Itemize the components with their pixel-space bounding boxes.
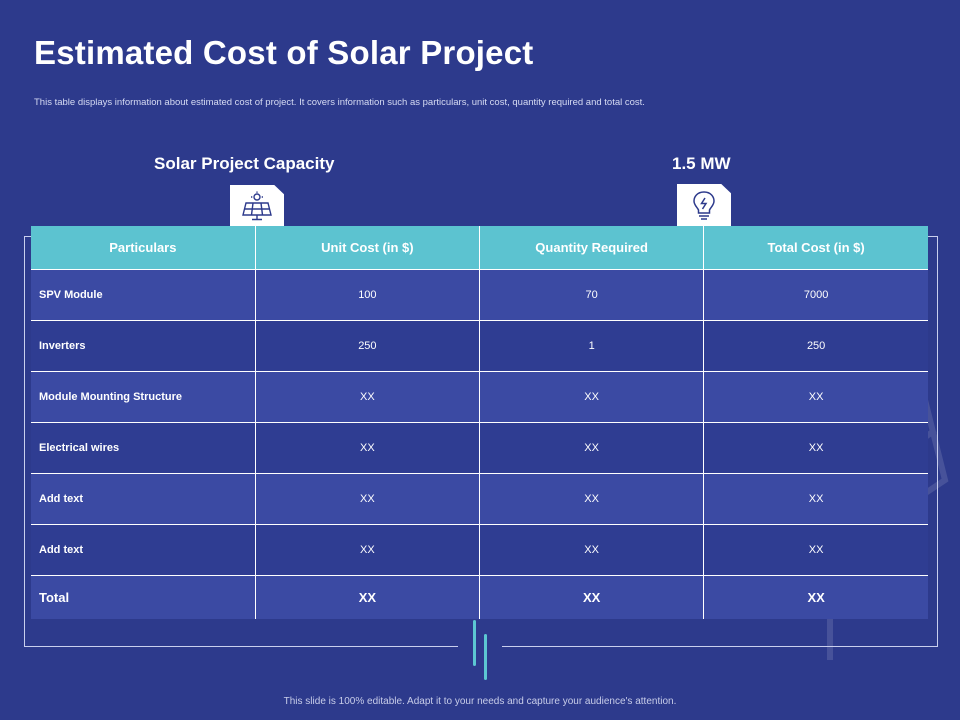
cell-total-cost: 7000: [703, 268, 928, 320]
decorative-bar-left: [473, 620, 476, 666]
decorative-bar-right: [484, 634, 487, 680]
table-row: Inverters 250 1 250: [31, 319, 928, 371]
cell-total-unit-cost: XX: [255, 574, 481, 619]
cell-total-cost: XX: [703, 523, 928, 575]
cell-unit-cost: XX: [255, 472, 481, 524]
solar-panel-icon-tab: [230, 185, 284, 227]
table-row: SPV Module 100 70 7000: [31, 268, 928, 320]
header-quantity: Quantity Required: [479, 226, 705, 269]
cell-unit-cost: XX: [255, 523, 481, 575]
header-unit-cost: Unit Cost (in $): [255, 226, 481, 269]
cell-quantity: 1: [479, 319, 705, 371]
cell-total-cost: XX: [703, 472, 928, 524]
page-title: Estimated Cost of Solar Project: [34, 34, 534, 71]
cell-total-label: Total: [31, 574, 256, 619]
cell-total-quantity: XX: [479, 574, 705, 619]
light-bulb-icon-tab: [677, 184, 731, 226]
table-row: Add text XX XX XX: [31, 523, 928, 575]
solar-panel-icon: [242, 191, 272, 221]
cell-total-cost: XX: [703, 370, 928, 422]
table-row: Electrical wires XX XX XX: [31, 421, 928, 473]
cell-unit-cost: XX: [255, 421, 481, 473]
footer-note: This slide is 100% editable. Adapt it to…: [283, 696, 677, 707]
header-particulars: Particulars: [31, 226, 256, 269]
cell-quantity: XX: [479, 523, 705, 575]
cell-particular: Inverters: [31, 319, 256, 371]
capacity-label: Solar Project Capacity: [154, 154, 335, 173]
page-subtitle: This table displays information about es…: [34, 97, 645, 108]
cell-quantity: XX: [479, 472, 705, 524]
table-row: Module Mounting Structure XX XX XX: [31, 370, 928, 422]
cell-quantity: XX: [479, 370, 705, 422]
capacity-value: 1.5 MW: [672, 154, 731, 173]
cell-quantity: 70: [479, 268, 705, 320]
cell-particular: Electrical wires: [31, 421, 256, 473]
cell-unit-cost: 250: [255, 319, 481, 371]
cell-particular: Module Mounting Structure: [31, 370, 256, 422]
cell-particular: Add text: [31, 523, 256, 575]
cell-particular: Add text: [31, 472, 256, 524]
light-bulb-icon: [693, 191, 715, 220]
cell-total-total-cost: XX: [703, 574, 928, 619]
header-total-cost: Total Cost (in $): [703, 226, 928, 269]
table-row: Add text XX XX XX: [31, 472, 928, 524]
cost-table: Particulars Unit Cost (in $) Quantity Re…: [31, 226, 928, 619]
cell-quantity: XX: [479, 421, 705, 473]
cell-total-cost: 250: [703, 319, 928, 371]
cell-particular: SPV Module: [31, 268, 256, 320]
table-total-row: Total XX XX XX: [31, 574, 928, 619]
cell-unit-cost: XX: [255, 370, 481, 422]
cell-unit-cost: 100: [255, 268, 481, 320]
cell-total-cost: XX: [703, 421, 928, 473]
table-header-row: Particulars Unit Cost (in $) Quantity Re…: [31, 226, 928, 269]
